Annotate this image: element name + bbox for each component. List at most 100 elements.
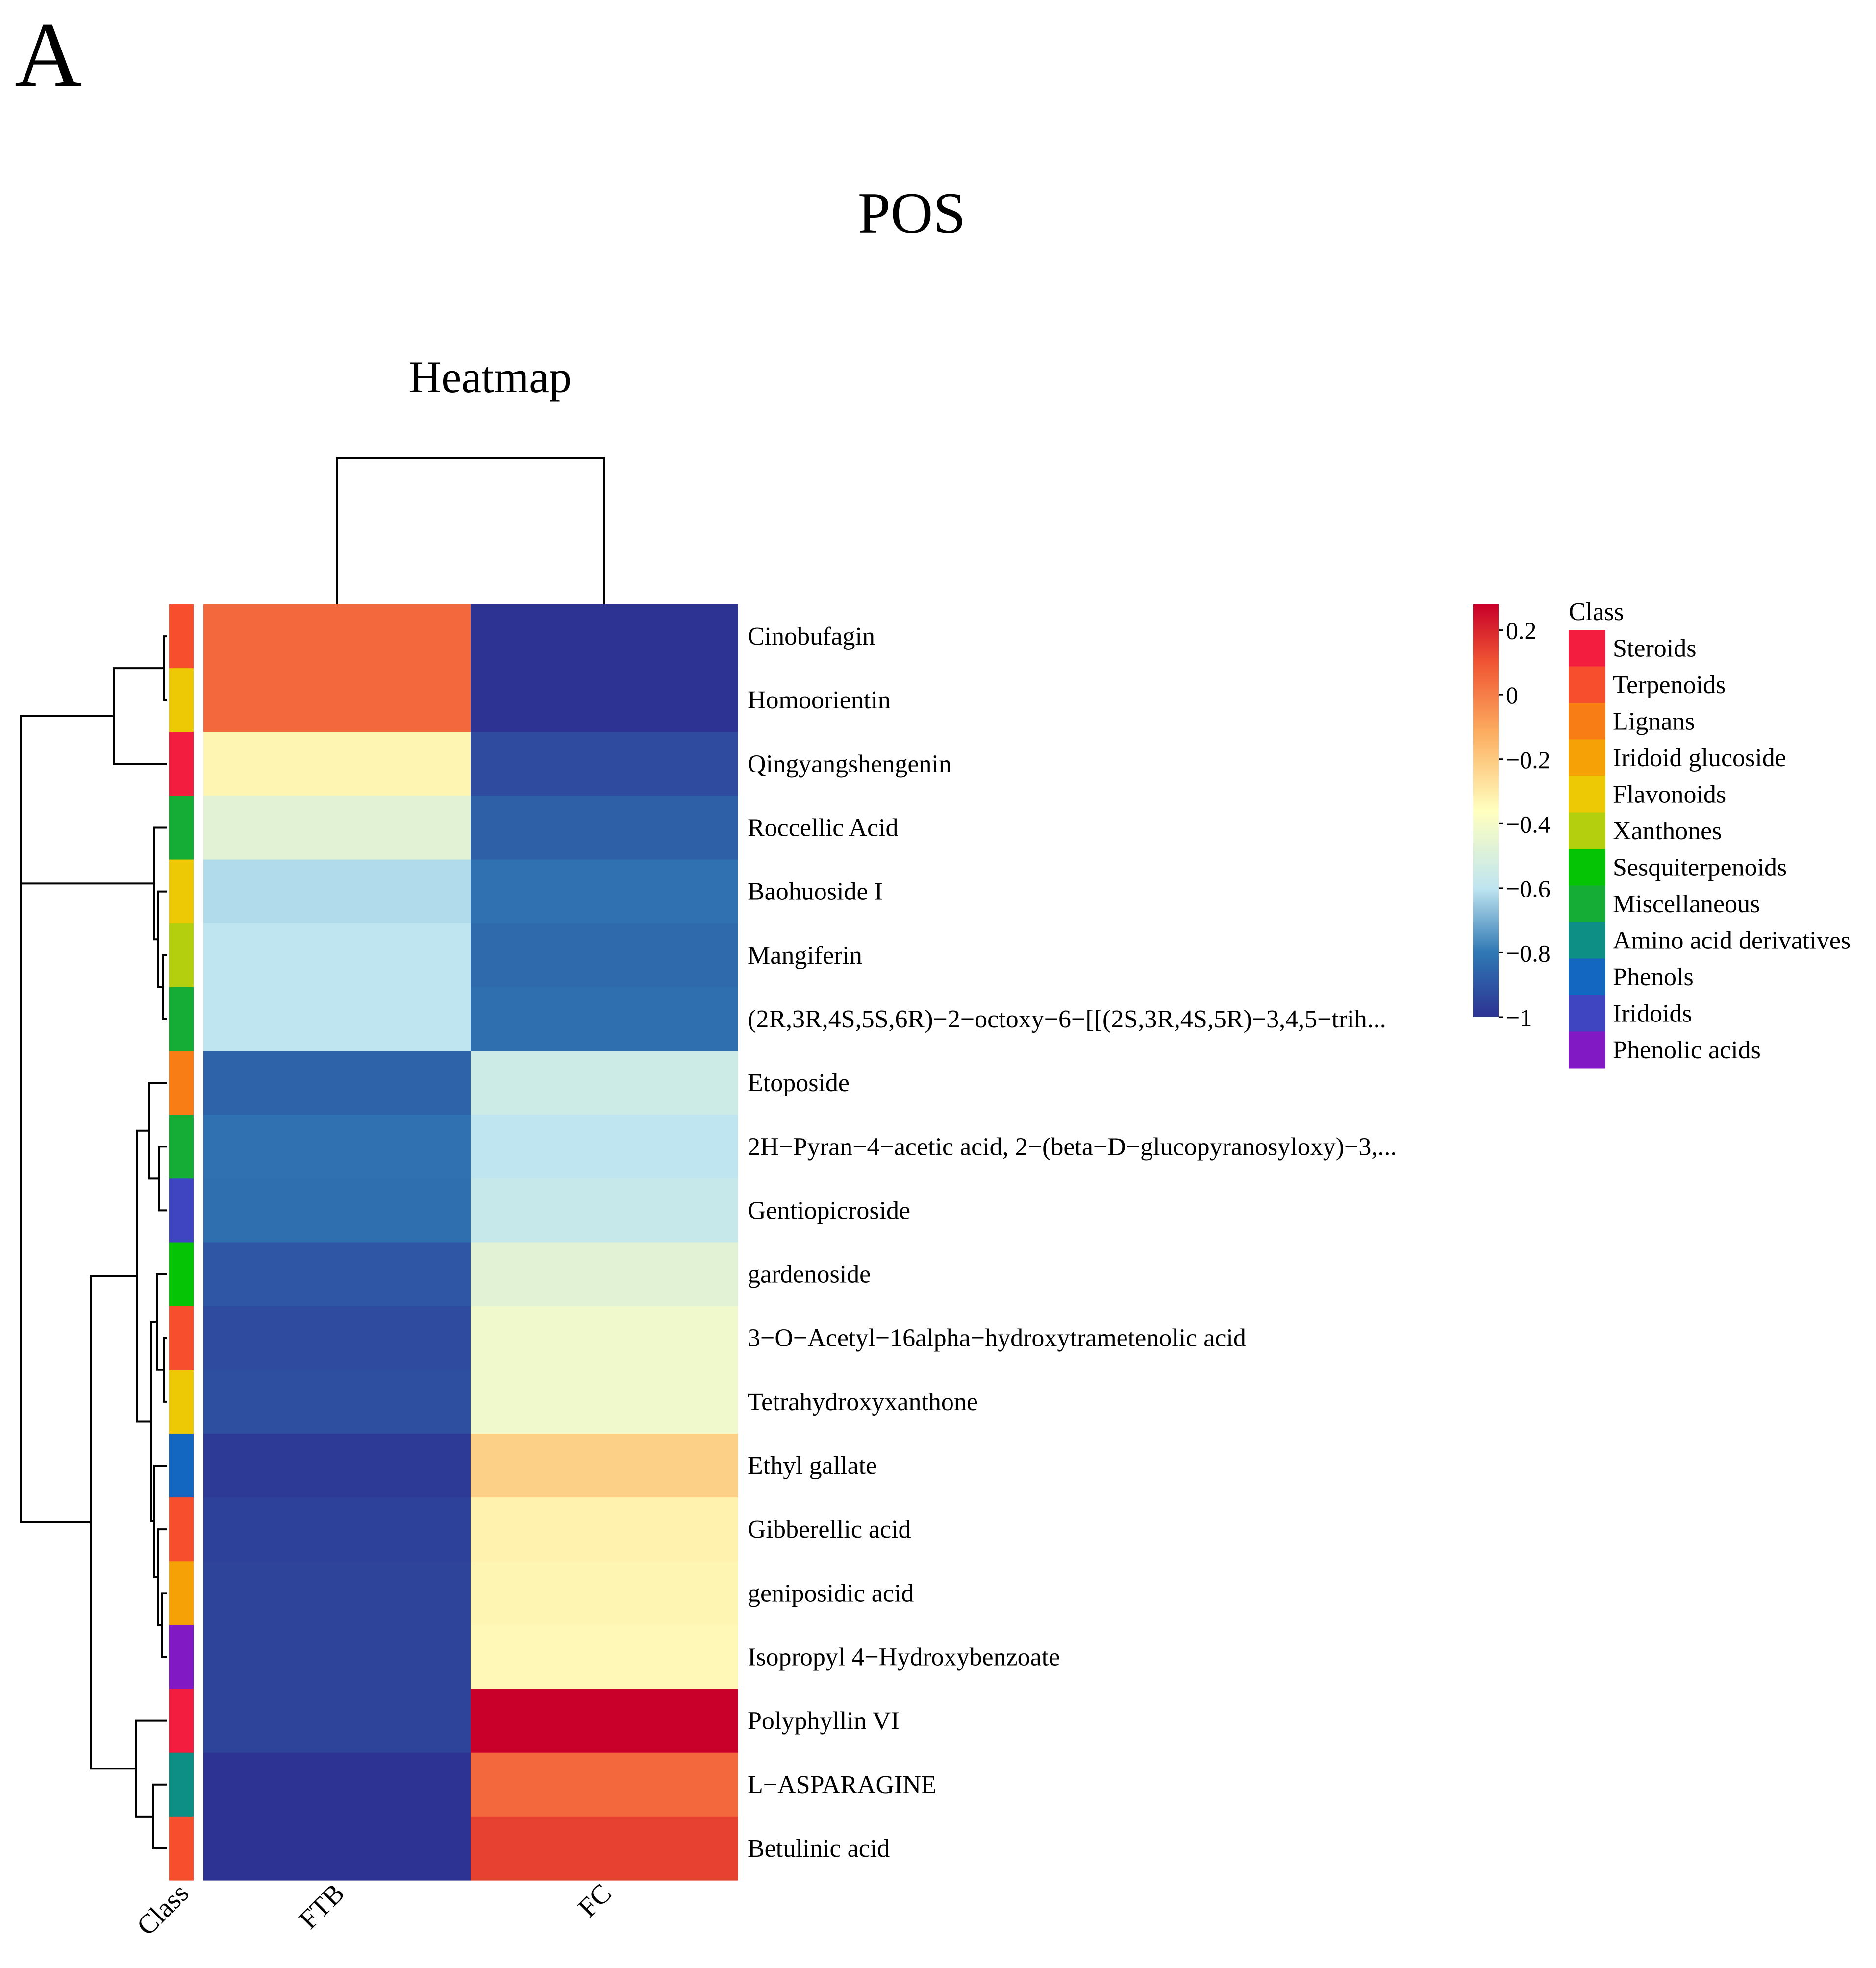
row-label: Roccellic Acid [748,814,899,842]
class-legend-label: Lignans [1613,707,1695,735]
heatmap-cell [471,1242,738,1307]
heatmap-cell [471,1433,738,1498]
heatmap-cell [203,732,471,797]
row-label: Gibberellic acid [748,1516,911,1544]
class-strip-cell [169,859,194,924]
heatmap-cell [471,796,738,860]
class-legend-title: Class [1569,598,1624,626]
panel-label: A [15,3,82,106]
row-dendrogram-link [162,954,167,1020]
row-dendrogram-link [153,1465,167,1578]
class-legend-label: Terpenoids [1613,671,1726,699]
row-dendrogram-link [135,1719,167,1818]
class-legend-swatch [1569,885,1605,922]
heatmap-cell [203,1561,471,1625]
row-dendrogram-link [113,667,167,765]
class-strip-cell [169,1242,194,1307]
class-legend-swatch [1569,630,1605,667]
column-dendrogram [336,457,605,604]
class-strip-cell [169,732,194,797]
heatmap-cell [203,1051,471,1115]
class-strip-cell [169,668,194,732]
heatmap-cell [203,1497,471,1562]
row-label: geniposidic acid [748,1579,914,1607]
heatmap-cell [203,859,471,924]
class-strip-cell [169,1115,194,1179]
heatmap-cell [471,1497,738,1562]
row-dendrogram-link [163,1337,167,1403]
row-label: Isopropyl 4−Hydroxybenzoate [748,1643,1060,1671]
row-label: (2R,3R,4S,5S,6R)−2−octoxy−6−[[(2S,3R,4S,… [748,1005,1386,1033]
class-legend-label: Iridoids [1613,999,1692,1027]
class-column-label: Class [131,1878,195,1942]
heatmap-cell [471,859,738,924]
class-strip-cell [169,1816,194,1881]
class-strip-cell [169,1433,194,1498]
class-strip-cell [169,1752,194,1817]
heatmap-cell [203,1625,471,1690]
class-legend-label: Iridoid glucoside [1613,744,1786,772]
class-legend-label: Amino acid derivatives [1613,926,1851,954]
class-strip-cell [169,796,194,860]
heatmap-cell [203,1178,471,1243]
color-scale-tick-label: 0 [1506,681,1518,709]
row-dendrogram-link [20,715,154,885]
heatmap-cell [203,1433,471,1498]
row-label: Cinobufagin [748,623,875,650]
class-legend-label: Phenolic acids [1613,1036,1761,1064]
row-dendrogram-link [153,826,167,941]
row-label: gardenoside [748,1261,871,1289]
class-legend-swatch [1569,922,1605,959]
row-label: Mangiferin [748,942,862,970]
heatmap-cell [471,604,738,669]
color-scale-tick-label: −1 [1506,1004,1532,1031]
class-legend-label: Steroids [1613,634,1696,662]
heatmap-cell [203,923,471,988]
heatmap-cell [471,987,738,1051]
row-dendrogram-link [163,635,167,701]
heatmap-cell [203,1752,471,1817]
row-label: Tetrahydroxyxanthone [748,1388,978,1416]
figure-title: POS [858,180,966,246]
row-labels: Cinobufagin Homoorientin Qingyangshengenin… [748,623,1397,1863]
column-dendrogram-link [336,457,605,604]
row-dendrogram-link [20,799,91,1523]
row-label: Ethyl gallate [748,1452,877,1480]
row-label: L−ASPARAGINE [748,1771,937,1799]
color-scale-tick-label: −0.8 [1506,939,1551,967]
class-legend-label: Xanthones [1613,817,1722,845]
heatmap-cell [471,1625,738,1690]
row-label: Etoposide [748,1069,850,1097]
color-scale-tick-label: −0.6 [1506,875,1551,902]
heatmap-cell [471,1115,738,1179]
heatmap-cell [203,796,471,860]
heatmap-cell [203,604,471,669]
color-scale-bar [1473,604,1499,1017]
class-strip-cell [169,1051,194,1115]
class-legend-swatch [1569,812,1605,849]
heatmap-cell [471,923,738,988]
row-label: Baohuoside I [748,878,883,906]
column-labels: Class FTB FC [131,1878,618,1942]
row-dendrogram [20,635,167,1849]
row-dendrogram-link [90,1275,137,1770]
color-scale-tick-label: −0.4 [1506,810,1551,838]
row-label: Homoorientin [748,686,891,714]
class-legend-swatch [1569,1031,1605,1069]
class-strip-cell [169,1561,194,1625]
class-legend-swatch [1569,776,1605,813]
class-legend-label: Miscellaneous [1613,890,1760,918]
class-strip-cell [169,1178,194,1243]
heatmap-cell [203,987,471,1051]
class-strip-cell [169,987,194,1051]
color-scale-tick-label: −0.2 [1506,746,1551,773]
class-strip-cell [169,604,194,669]
heatmap-cell [471,1178,738,1243]
heatmap-cells [203,604,738,1881]
class-legend-swatch [1569,703,1605,740]
heatmap-cell [471,1051,738,1115]
class-legend: Class Steroids Terpenoids Lignans Iridoid g… [1569,598,1851,1069]
class-legend-swatch [1569,666,1605,703]
row-label: Qingyangshengenin [748,750,951,778]
